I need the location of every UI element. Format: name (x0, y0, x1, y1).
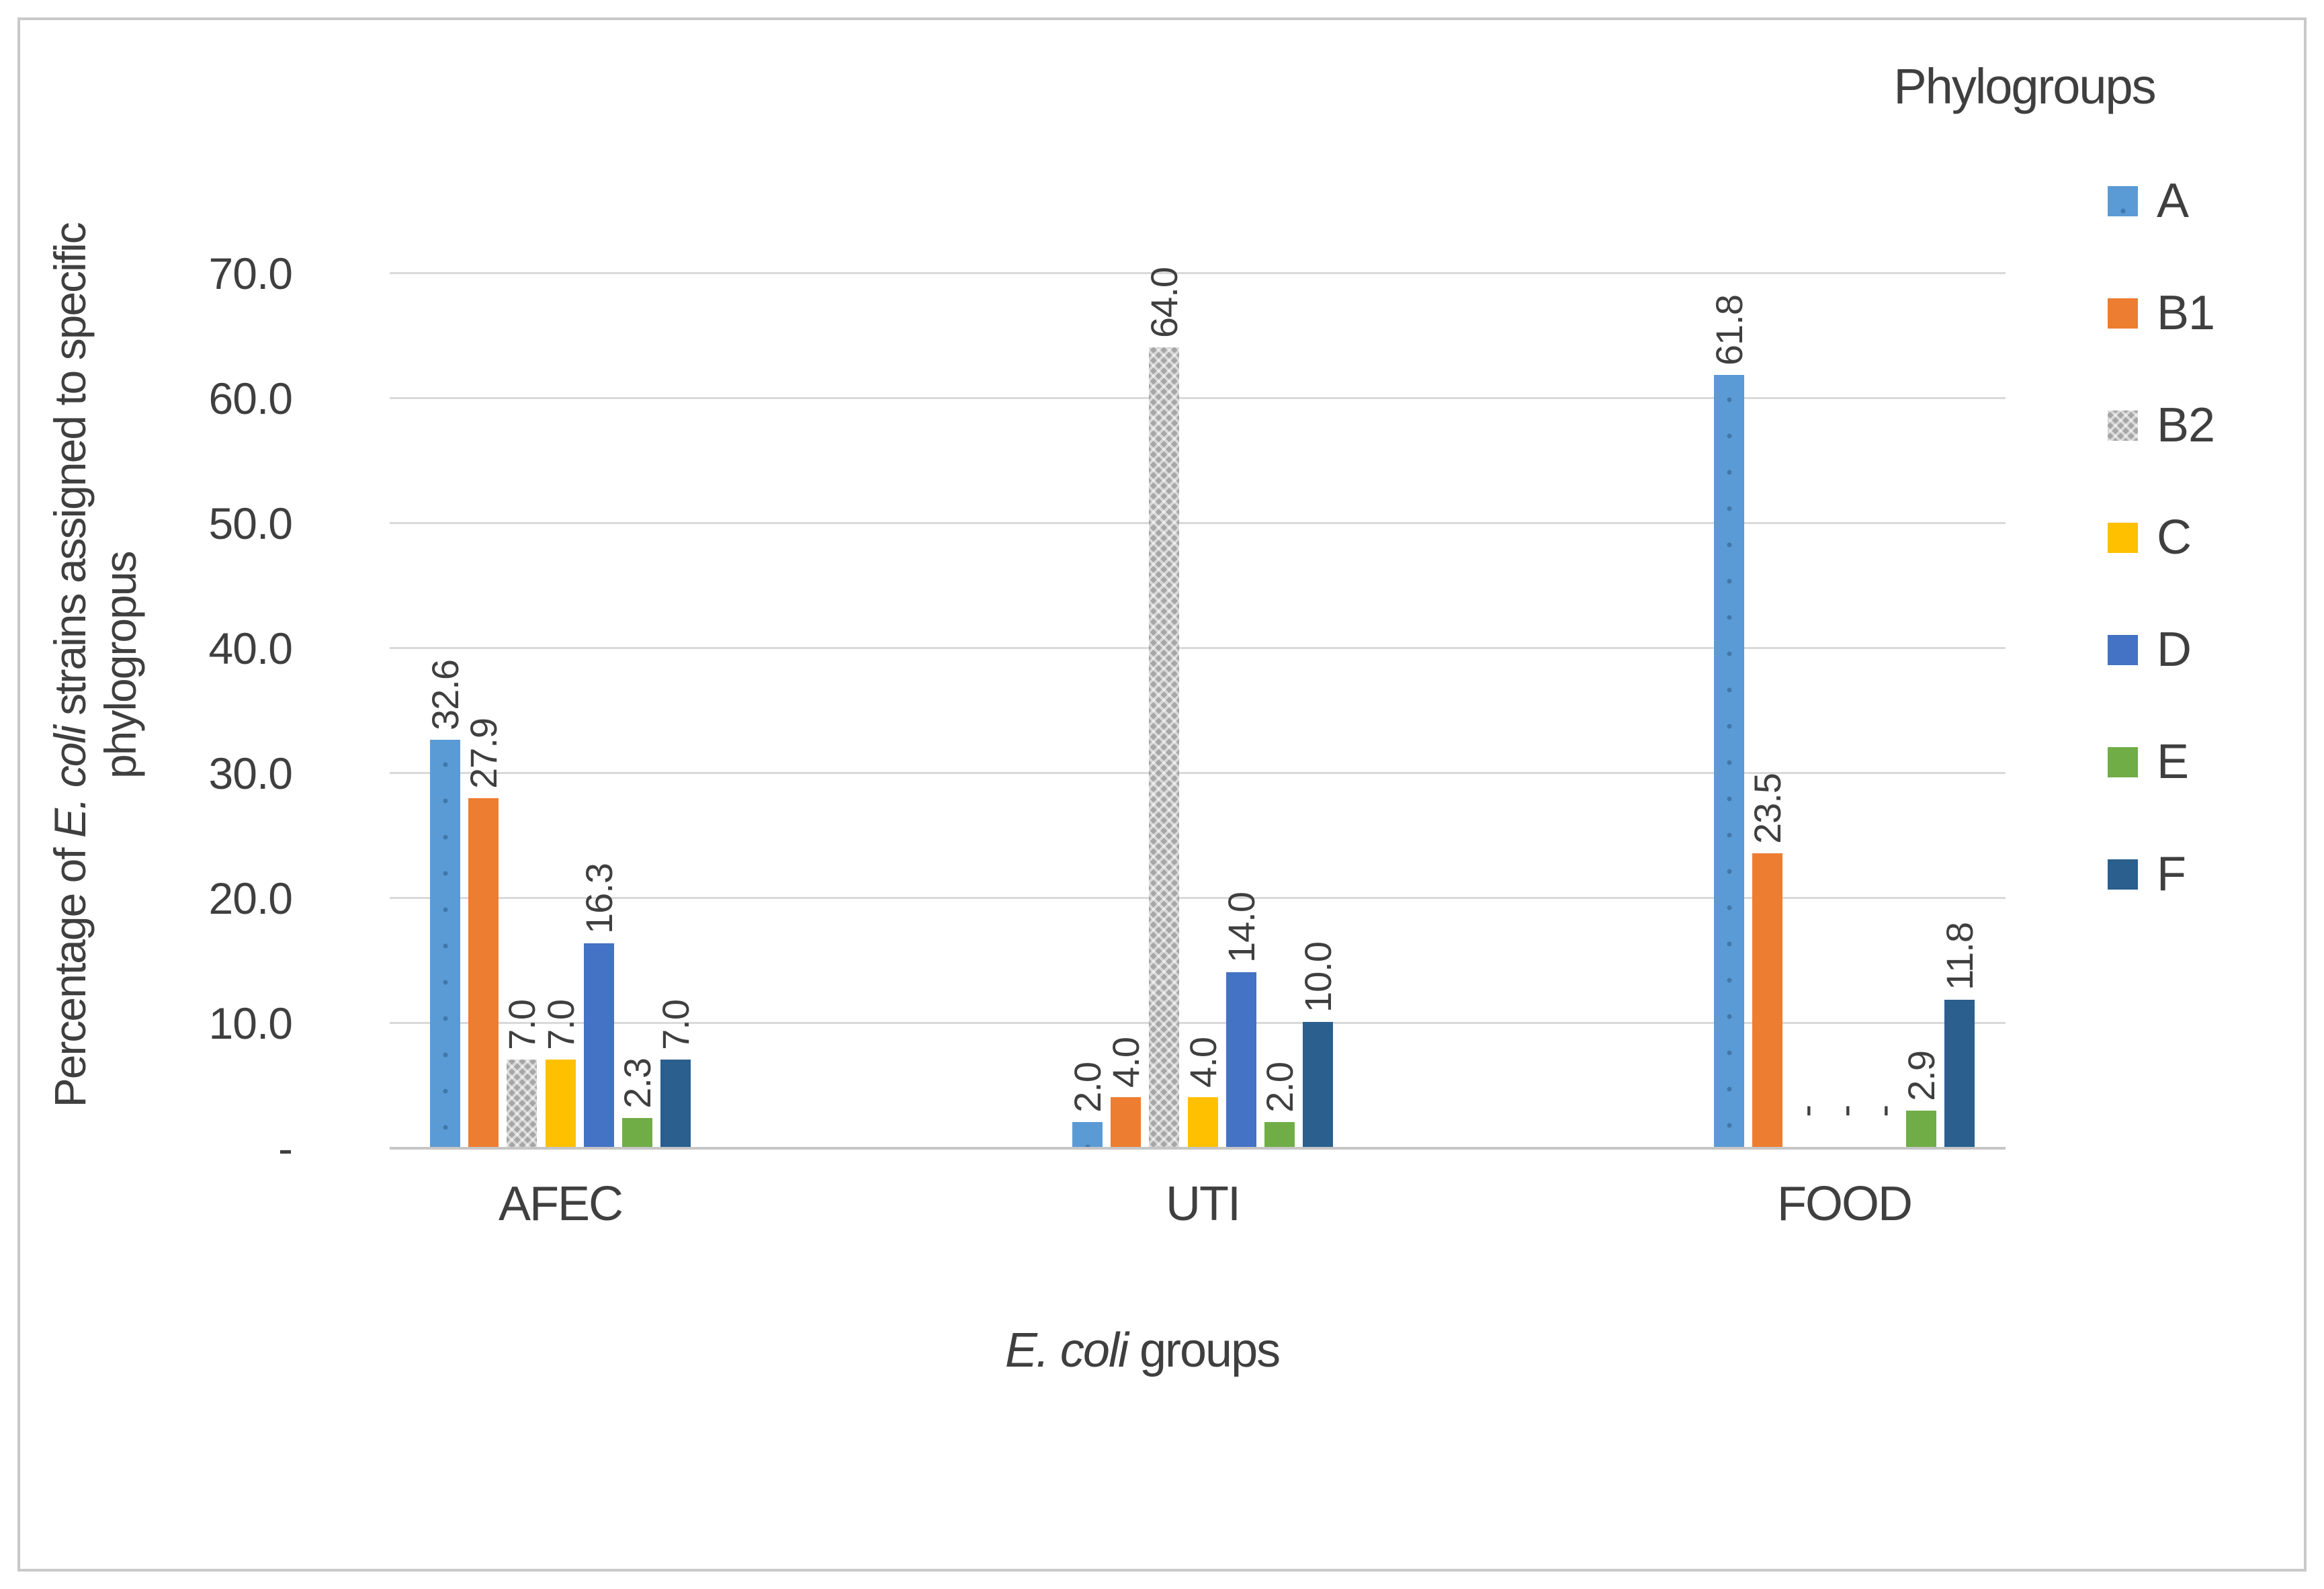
y-tick-label: 30.0 (208, 748, 293, 798)
bar-UTI-D (1226, 972, 1256, 1147)
legend-label-F: F (2157, 847, 2186, 901)
legend-swatch-A (2108, 186, 2138, 216)
bar-column-AFEC-A: 32.6 (424, 592, 466, 1147)
bar-FOOD-E (1906, 1111, 1936, 1147)
gridline (390, 772, 2006, 774)
value-label-UTI-D: 14.0 (1219, 892, 1262, 963)
value-label-AFEC-B2: 7.0 (500, 1000, 543, 1050)
y-tick-label: 10.0 (208, 998, 293, 1048)
legend-swatch-D (2108, 635, 2138, 665)
y-tick-label: 20.0 (208, 873, 293, 923)
bar-UTI-B1 (1111, 1097, 1141, 1147)
value-label-FOOD-C: - (1823, 1105, 1866, 1117)
bar-column-UTI-B1: 4.0 (1105, 949, 1147, 1147)
value-label-UTI-E: 2.0 (1258, 1062, 1301, 1113)
value-label-UTI-B2: 64.0 (1142, 267, 1185, 338)
legend-title: Phylogroups (1893, 58, 2156, 114)
value-label-FOOD-A: 61.8 (1707, 295, 1750, 366)
bar-UTI-A (1072, 1122, 1103, 1147)
x-axis-title-suffix: groups (1127, 1324, 1281, 1377)
legend-swatch-B1 (2108, 298, 2138, 329)
legend-swatch-C (2108, 523, 2138, 553)
bar-column-UTI-D: 14.0 (1220, 824, 1262, 1147)
plot-area (390, 272, 2006, 1150)
y-tick-label: 50.0 (208, 499, 293, 548)
bar-AFEC-A (430, 740, 460, 1147)
value-label-UTI-B1: 4.0 (1104, 1037, 1147, 1088)
bar-column-AFEC-B2: 7.0 (501, 912, 543, 1147)
bar-UTI-E (1264, 1122, 1295, 1147)
bar-column-FOOD-B1: 23.5 (1746, 705, 1789, 1147)
value-label-AFEC-C: 7.0 (539, 1000, 582, 1050)
y-tick-label: 40.0 (208, 624, 293, 673)
value-label-AFEC-A: 32.6 (423, 660, 466, 730)
bar-column-UTI-B2: 64.0 (1143, 200, 1185, 1147)
bar-column-UTI-C: 4.0 (1182, 949, 1224, 1147)
gridline (390, 397, 2006, 399)
bar-column-FOOD-C: - (1823, 999, 1866, 1147)
legend-label-B1: B1 (2157, 286, 2215, 340)
bar-FOOD-A (1714, 375, 1744, 1147)
bar-FOOD-B1 (1752, 853, 1782, 1147)
bar-UTI-F (1303, 1022, 1333, 1147)
gridline (390, 1022, 2006, 1024)
bar-column-FOOD-E: 2.9 (1900, 963, 1942, 1147)
x-axis-title: E. coli groups (739, 1326, 1545, 1375)
bar-column-AFEC-E: 2.3 (616, 970, 658, 1147)
bar-column-FOOD-A: 61.8 (1708, 227, 1750, 1147)
gridline (390, 897, 2006, 899)
y-tick-label: 70.0 (208, 249, 293, 298)
value-label-AFEC-B1: 27.9 (462, 718, 505, 789)
category-label-AFEC: AFEC (498, 1177, 623, 1231)
x-axis-title-italic: E. coli (1004, 1324, 1129, 1377)
bar-AFEC-B2 (507, 1060, 537, 1147)
value-label-UTI-A: 2.0 (1066, 1062, 1109, 1113)
legend-label-E: E (2157, 735, 2189, 789)
legend-label-D: D (2157, 623, 2192, 677)
bar-AFEC-B1 (468, 798, 499, 1147)
bar-AFEC-D (584, 943, 614, 1147)
legend-swatch-F (2108, 859, 2138, 890)
value-label-FOOD-F: 11.8 (1938, 922, 1981, 990)
category-label-FOOD: FOOD (1777, 1177, 1913, 1231)
bar-column-UTI-E: 2.0 (1258, 974, 1301, 1147)
bar-AFEC-E (622, 1118, 652, 1147)
gridline (390, 647, 2006, 649)
bar-column-UTI-F: 10.0 (1297, 874, 1339, 1147)
bar-column-FOOD-F: 11.8 (1938, 852, 1981, 1147)
value-label-AFEC-E: 2.3 (615, 1058, 658, 1109)
value-label-FOOD-E: 2.9 (1899, 1051, 1942, 1101)
gridline (390, 522, 2006, 524)
bar-UTI-C (1188, 1097, 1218, 1147)
value-label-FOOD-B2: - (1784, 1105, 1827, 1117)
value-label-FOOD-D: - (1861, 1105, 1904, 1117)
gridline (390, 272, 2006, 274)
y-tick-label: - (278, 1123, 293, 1173)
bar-column-AFEC-D: 16.3 (578, 796, 620, 1147)
bar-column-AFEC-F: 7.0 (654, 912, 697, 1147)
value-label-UTI-C: 4.0 (1181, 1037, 1224, 1088)
bar-AFEC-C (546, 1060, 576, 1147)
bar-column-FOOD-B2: - (1784, 999, 1827, 1147)
bar-column-AFEC-C: 7.0 (540, 912, 582, 1147)
bar-column-AFEC-B1: 27.9 (462, 650, 505, 1147)
legend-swatch-E (2108, 747, 2138, 777)
value-label-AFEC-D: 16.3 (577, 863, 620, 934)
bar-FOOD-F (1944, 1000, 1975, 1147)
bar-UTI-B2 (1149, 347, 1179, 1147)
category-label-UTI: UTI (1166, 1177, 1241, 1231)
bar-AFEC-F (660, 1060, 691, 1147)
x-axis-line (390, 1147, 2006, 1150)
y-tick-label: 60.0 (208, 374, 293, 423)
value-label-UTI-F: 10.0 (1296, 942, 1339, 1013)
legend-label-B2: B2 (2157, 398, 2215, 452)
legend-label-C: C (2157, 511, 2192, 564)
legend-swatch-B2 (2108, 411, 2138, 441)
legend-label-A: A (2157, 174, 2189, 228)
bar-column-FOOD-D: - (1862, 999, 1904, 1147)
value-label-FOOD-B1: 23.5 (1746, 773, 1789, 844)
value-label-AFEC-F: 7.0 (654, 1000, 697, 1050)
bar-column-UTI-A: 2.0 (1066, 974, 1109, 1147)
